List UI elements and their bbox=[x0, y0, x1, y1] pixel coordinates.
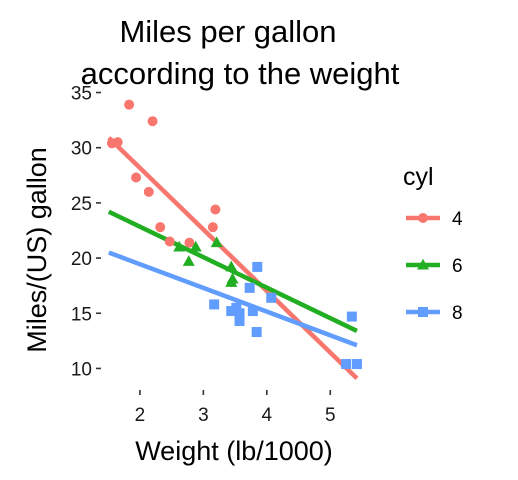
legend-label-cyl-6: 6 bbox=[452, 256, 463, 277]
x-tick-label-2: 2 bbox=[135, 405, 146, 426]
chart-title-line-1: Miles per gallon bbox=[119, 14, 336, 49]
point-cyl-6-2 bbox=[189, 240, 202, 252]
point-cyl-6-3 bbox=[210, 236, 223, 248]
point-cyl-4-7 bbox=[164, 236, 175, 247]
legend-title: cyl bbox=[403, 163, 434, 191]
point-cyl-6-6 bbox=[225, 276, 238, 287]
point-cyl-8-6 bbox=[247, 306, 258, 317]
point-cyl-8-8 bbox=[252, 261, 263, 272]
y-tick-label-30: 30 bbox=[71, 139, 92, 160]
legend-marker-cyl-8 bbox=[418, 307, 428, 317]
point-cyl-4-5 bbox=[147, 116, 158, 127]
point-cyl-6-1 bbox=[182, 255, 195, 266]
y-tick-label-15: 15 bbox=[71, 304, 92, 325]
x-tick-label-5: 5 bbox=[325, 405, 336, 426]
legend: cyl 4 6 8 bbox=[403, 163, 463, 324]
fit-line-cyl-4 bbox=[107, 136, 359, 380]
x-tick-label-3: 3 bbox=[198, 405, 209, 426]
point-cyl-8-0 bbox=[209, 299, 220, 310]
legend-marker-cyl-4 bbox=[418, 213, 428, 223]
legend-marker-cyl-6 bbox=[417, 258, 429, 270]
point-cyl-4-10 bbox=[210, 204, 221, 215]
legend-label-cyl-8: 8 bbox=[452, 303, 463, 324]
point-cyl-6-4 bbox=[225, 260, 238, 272]
point-cyl-4-3 bbox=[131, 172, 142, 183]
chart-title-line-2: according to the weight bbox=[81, 56, 400, 91]
point-cyl-6-0 bbox=[173, 240, 186, 252]
point-cyl-4-1 bbox=[112, 137, 123, 148]
point-cyl-4-2 bbox=[124, 99, 135, 110]
y-tick-label-10: 10 bbox=[71, 359, 92, 380]
x-axis-title: Weight (lb/1000) bbox=[135, 436, 333, 466]
y-axis-title: Miles/(US) gallon bbox=[22, 147, 52, 353]
point-cyl-8-7 bbox=[251, 327, 262, 338]
data-points bbox=[106, 99, 362, 370]
y-tick-label-20: 20 bbox=[71, 249, 92, 270]
y-tick-label-35: 35 bbox=[71, 84, 92, 105]
x-axis: 2 3 4 5 bbox=[135, 390, 336, 426]
point-cyl-8-10 bbox=[341, 359, 352, 370]
legend-items: 4 6 8 bbox=[406, 209, 463, 324]
point-cyl-8-1 bbox=[226, 306, 237, 317]
x-tick-label-4: 4 bbox=[262, 405, 273, 426]
point-cyl-8-3 bbox=[234, 315, 245, 326]
legend-label-cyl-4: 4 bbox=[452, 209, 463, 230]
y-axis: 10 15 20 25 30 35 bbox=[71, 84, 101, 380]
point-cyl-8-9 bbox=[266, 292, 277, 303]
point-cyl-4-4 bbox=[143, 186, 154, 197]
point-cyl-4-6 bbox=[155, 222, 166, 233]
y-tick-label-25: 25 bbox=[71, 194, 92, 215]
fit-line-cyl-8 bbox=[108, 250, 358, 348]
point-cyl-4-8 bbox=[184, 237, 195, 248]
point-cyl-4-9 bbox=[207, 222, 218, 233]
point-cyl-8-5 bbox=[244, 282, 255, 293]
point-cyl-8-4 bbox=[234, 308, 245, 319]
point-cyl-8-11 bbox=[346, 311, 357, 322]
regression-lines bbox=[107, 136, 359, 380]
point-cyl-8-12 bbox=[351, 359, 362, 370]
point-cyl-8-2 bbox=[231, 302, 242, 313]
